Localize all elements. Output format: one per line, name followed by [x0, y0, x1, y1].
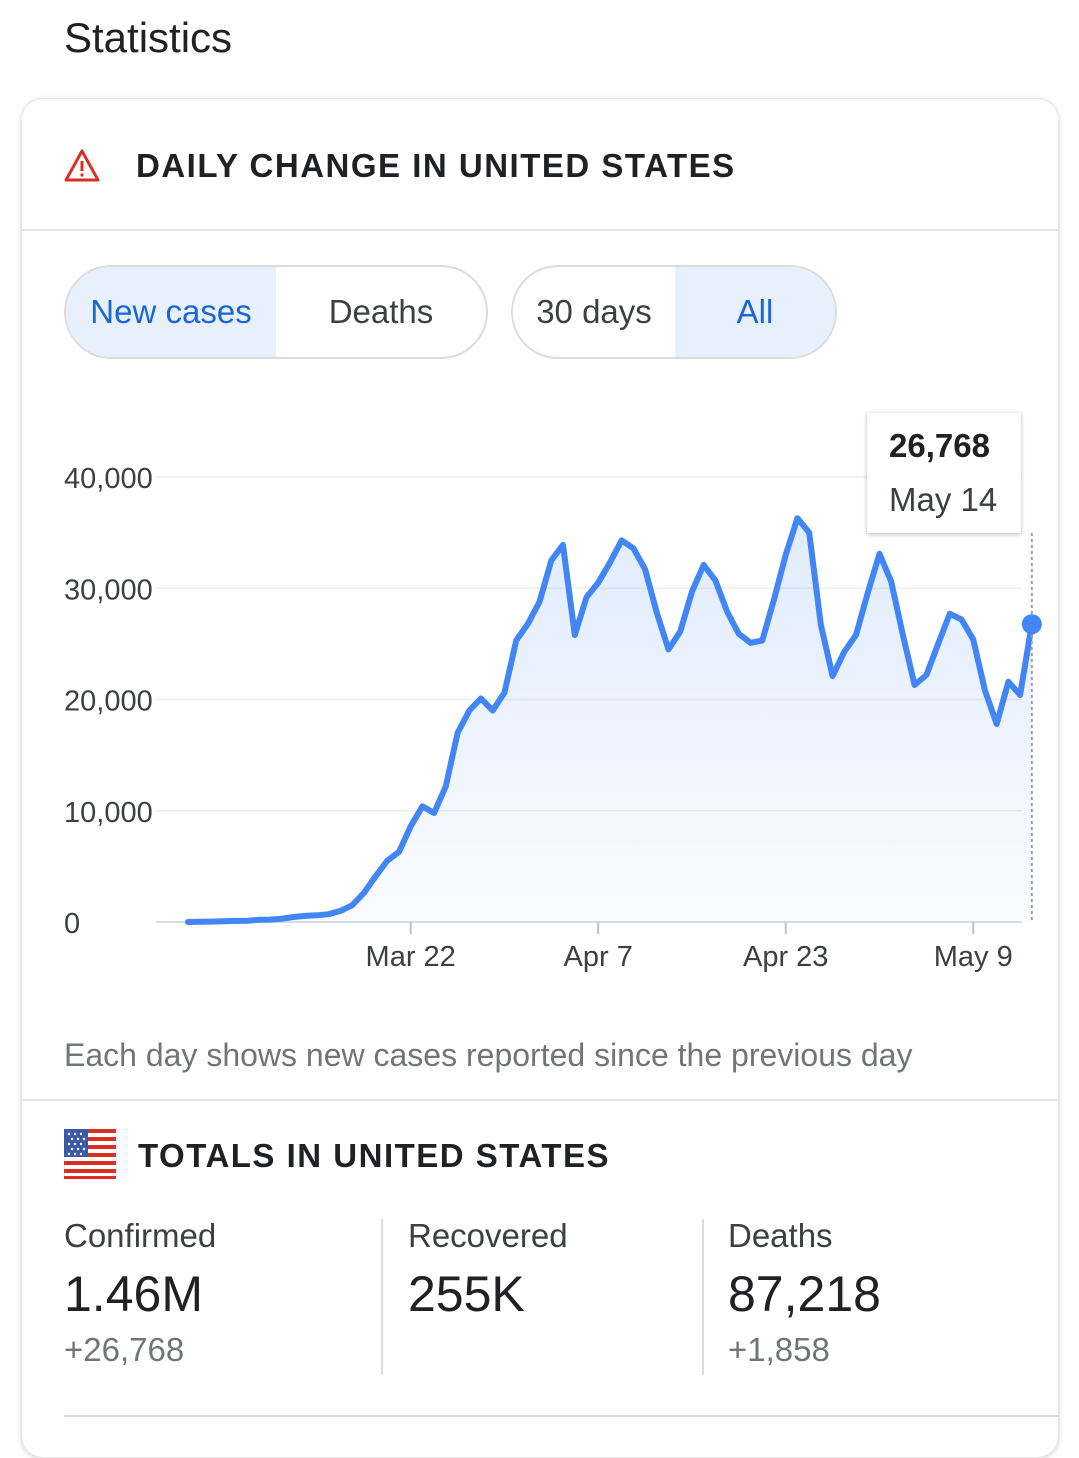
y-tick-label: 30,000	[64, 574, 153, 606]
chart-note: Each day shows new cases reported since …	[64, 1037, 913, 1073]
metric-toggle: New cases Deaths	[64, 265, 488, 359]
section-divider	[22, 1099, 1058, 1101]
stat-label: Recovered	[408, 1217, 568, 1254]
stat-divider	[381, 1219, 383, 1375]
tooltip-value: 26,768	[889, 427, 990, 464]
hover-point	[1021, 614, 1042, 635]
tab-all[interactable]: All	[675, 267, 835, 357]
stat-deaths: Deaths 87,218 +1,858	[728, 1217, 881, 1369]
chart-tooltip: 26,768 May 14	[867, 413, 1021, 533]
x-tick-label: May 9	[934, 941, 1013, 973]
daily-change-title: DAILY CHANGE IN UNITED STATES	[136, 147, 736, 184]
stats-card: DAILY CHANGE IN UNITED STATES New cases …	[21, 98, 1060, 1458]
y-tick-label: 10,000	[64, 797, 153, 829]
x-tick-label: Apr 23	[743, 941, 828, 973]
tab-new-cases[interactable]: New cases	[66, 267, 276, 357]
y-tick-label: 0	[64, 908, 80, 940]
stat-divider	[702, 1219, 704, 1375]
bottom-divider	[64, 1415, 1060, 1417]
us-flag-icon	[63, 1128, 117, 1184]
stat-change: +26,768	[64, 1331, 185, 1368]
tooltip-date: May 14	[889, 481, 998, 518]
tab-deaths[interactable]: Deaths	[328, 293, 434, 330]
range-toggle: 30 days All	[511, 265, 837, 359]
stat-value: 255K	[408, 1266, 525, 1322]
stat-confirmed: Confirmed 1.46M +26,768	[64, 1217, 216, 1369]
stat-label: Deaths	[728, 1217, 833, 1254]
y-tick-label: 20,000	[64, 686, 153, 718]
tab-30-days[interactable]: 30 days	[536, 293, 652, 330]
warning-triangle-icon	[64, 149, 100, 188]
totals-title: TOTALS IN UNITED STATES	[138, 1137, 611, 1174]
stat-recovered: Recovered 255K	[408, 1217, 568, 1331]
series-line	[185, 515, 1035, 925]
x-tick-label: Mar 22	[366, 941, 456, 973]
stat-change: +1,858	[728, 1331, 830, 1368]
stat-value: 1.46M	[64, 1266, 203, 1322]
daily-cases-chart[interactable]: 0 10,000 20,000 30,000 40,000 Mar 22 Apr 7 Apr…	[22, 399, 1058, 999]
totals-header: TOTALS IN UNITED STATES	[22, 1128, 1058, 1184]
y-tick-label: 40,000	[64, 463, 153, 495]
daily-change-header: DAILY CHANGE IN UNITED STATES	[22, 147, 1058, 187]
chart-area-fill	[188, 518, 1032, 922]
header-divider	[22, 229, 1058, 231]
stat-value: 87,218	[728, 1266, 881, 1322]
page-title: Statistics	[64, 14, 233, 61]
stat-label: Confirmed	[64, 1217, 217, 1254]
x-tick-label: Apr 7	[564, 941, 633, 973]
